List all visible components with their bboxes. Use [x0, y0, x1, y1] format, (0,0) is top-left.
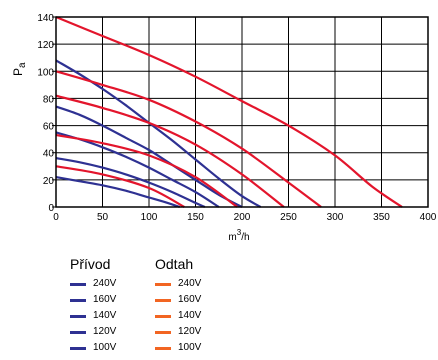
legend-label: 120V — [178, 326, 202, 337]
y-tick-label: 100 — [37, 67, 54, 78]
chart-series — [55, 15, 403, 209]
series-line-odtah-100v — [55, 165, 185, 208]
legend-swatch — [70, 314, 86, 318]
legend-swatch — [70, 282, 86, 286]
x-axis-label: m3/h — [228, 228, 249, 243]
plot-frame — [55, 16, 429, 208]
legend-label: 120V — [93, 326, 117, 337]
y-tick-label: 40 — [43, 149, 55, 160]
y-tick-label: 0 — [48, 203, 54, 214]
x-axis-label-tail: /h — [241, 232, 249, 243]
series-line-p-vod-240v — [55, 59, 262, 208]
series-line-odtah-120v — [55, 134, 238, 208]
y-tick-label: 120 — [37, 40, 54, 51]
x-tick-label: 50 — [97, 212, 109, 223]
legend-label: 100V — [178, 342, 202, 353]
legend-swatch — [155, 330, 171, 334]
legend-item-privod-240v: 240V — [70, 276, 116, 292]
legend-label: 160V — [93, 294, 117, 305]
legend-title-privod: Přívod — [70, 256, 111, 272]
chart-ticks: 0 50 100 150 200 250 300 350 400 0 20 40 60 80 100 120 1… — [37, 13, 436, 223]
x-tick-label: 200 — [234, 212, 251, 223]
legend-swatch — [155, 282, 171, 286]
series-line-p-vod-120v — [55, 157, 206, 209]
y-tick-label: 60 — [43, 122, 55, 133]
legend-label: 140V — [93, 310, 117, 321]
x-tick-label: 150 — [187, 212, 204, 223]
legend-swatch — [70, 330, 86, 334]
legend-privod: Přívod 240V 160V 140V 120V 100V — [70, 256, 116, 356]
x-axis-label-sup: 3 — [237, 228, 242, 237]
legend-label: 140V — [178, 310, 202, 321]
y-tick-label: 20 — [43, 176, 55, 187]
legend-title-odtah: Odtah — [155, 256, 194, 272]
x-tick-label: 0 — [53, 212, 59, 223]
legend-swatch — [155, 346, 171, 350]
x-tick-label: 400 — [420, 212, 437, 223]
legend-item-privod-120v: 120V — [70, 324, 116, 340]
series-line-odtah-160v — [55, 70, 322, 208]
legend-swatch — [155, 314, 171, 318]
y-axis-label: Pa — [11, 62, 28, 76]
x-axis-label-main: m — [228, 232, 236, 243]
legend-label: 240V — [178, 278, 202, 289]
x-tick-label: 350 — [373, 212, 390, 223]
legend-item-odtah-160v: 160V — [155, 292, 201, 308]
legend-odtah: Odtah 240V 160V 140V 120V 100V — [155, 256, 201, 356]
legend-item-privod-160v: 160V — [70, 292, 116, 308]
series-line-odtah-140v — [55, 94, 285, 208]
legend-label: 160V — [178, 294, 202, 305]
legend-swatch — [70, 346, 86, 350]
x-tick-label: 250 — [280, 212, 297, 223]
legend-swatch — [155, 298, 171, 302]
x-tick-label: 100 — [141, 212, 158, 223]
legend-item-odtah-240v: 240V — [155, 276, 201, 292]
y-axis-label-sub: a — [17, 62, 28, 68]
y-axis-label-main: P — [11, 68, 25, 76]
series-line-p-vod-100v — [55, 176, 181, 209]
y-tick-label: 80 — [43, 94, 55, 105]
chart-grid — [55, 16, 429, 208]
legend-item-privod-140v: 140V — [70, 308, 116, 324]
series-line-p-vod-160v — [55, 105, 243, 208]
legend-swatch — [70, 298, 86, 302]
legend-item-odtah-100v: 100V — [155, 340, 201, 356]
legend-item-odtah-120v: 120V — [155, 324, 201, 340]
legend-label: 240V — [93, 278, 117, 289]
legend-label: 100V — [93, 342, 117, 353]
legend-item-odtah-140v: 140V — [155, 308, 201, 324]
x-tick-label: 300 — [327, 212, 344, 223]
legend-item-privod-100v: 100V — [70, 340, 116, 356]
series-line-odtah-240v — [55, 15, 403, 208]
y-tick-label: 140 — [37, 13, 54, 24]
